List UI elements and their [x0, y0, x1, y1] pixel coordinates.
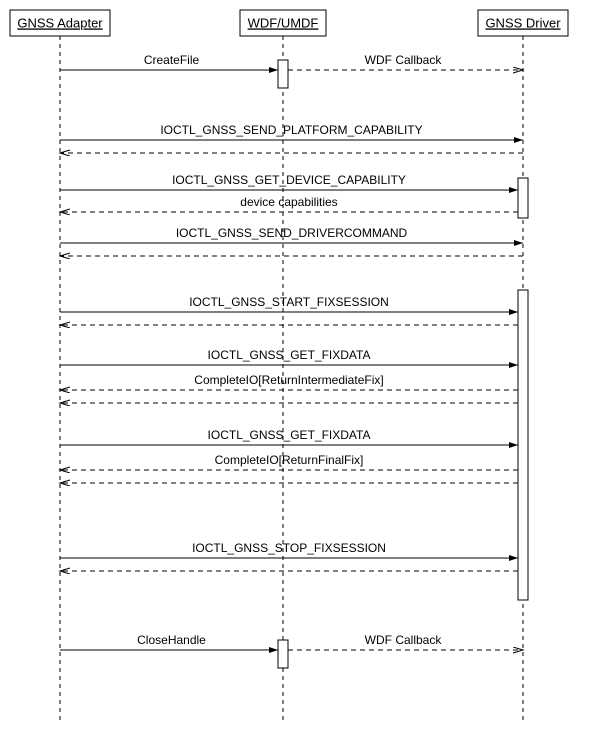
activation-bar [278, 640, 288, 668]
message-label: device capabilities [240, 195, 337, 209]
message-label: IOCTL_GNSS_GET_FIXDATA [208, 348, 371, 362]
participant-label-adapter: GNSS Adapter [17, 15, 103, 30]
message-label: IOCTL_GNSS_START_FIXSESSION [189, 295, 389, 309]
message-label: IOCTL_GNSS_GET_DEVICE_CAPABILITY [172, 173, 406, 187]
message-label: CompleteIO[ReturnIntermediateFix] [194, 373, 383, 387]
activation-bar [278, 60, 288, 88]
message-label: WDF Callback [365, 53, 443, 67]
message-label: IOCTL_GNSS_GET_FIXDATA [208, 428, 371, 442]
activation-bar [518, 178, 528, 218]
message-label: IOCTL_GNSS_SEND_PLATFORM_CAPABILITY [160, 123, 422, 137]
message-label: IOCTL_GNSS_STOP_FIXSESSION [192, 541, 386, 555]
participant-label-wdf: WDF/UMDF [248, 15, 319, 30]
participant-label-driver: GNSS Driver [485, 15, 561, 30]
message-label: WDF Callback [365, 633, 443, 647]
message-label: CreateFile [144, 53, 200, 67]
message-label: CompleteIO[ReturnFinalFix] [215, 453, 364, 467]
message-label: CloseHandle [137, 633, 206, 647]
sequence-diagram: CreateFile WDF Callback IOCTL_GNSS_SEND_PL… [0, 0, 598, 731]
message-label: IOCTL_GNSS_SEND_DRIVERCOMMAND [176, 226, 408, 240]
activation-bar [518, 290, 528, 600]
